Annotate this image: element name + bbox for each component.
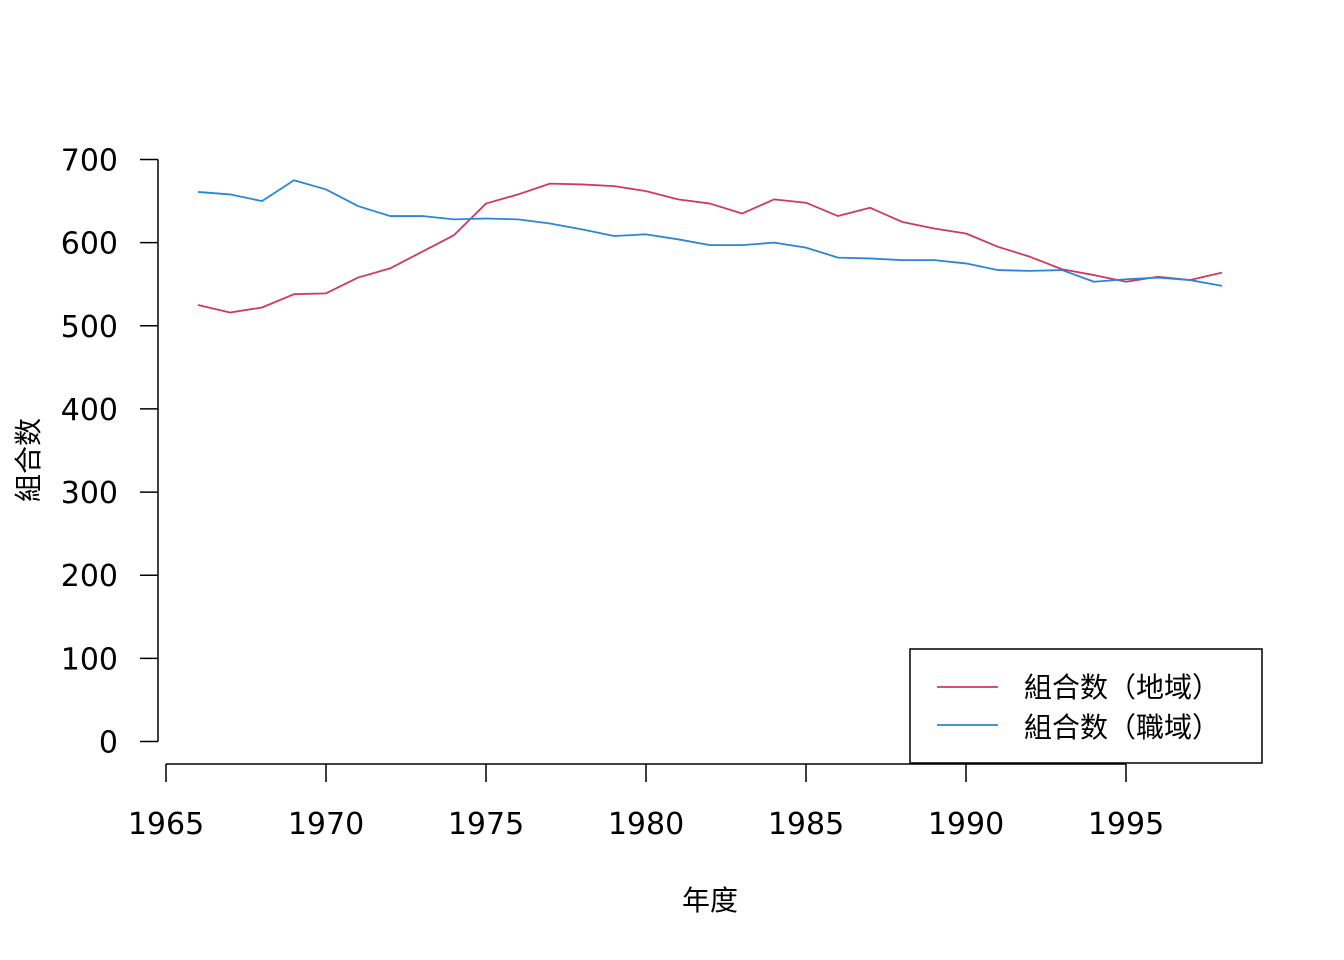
series-line-local: [197, 182, 1223, 314]
x-tick-label: 1995: [1088, 807, 1164, 842]
x-tick-label: 1985: [768, 807, 844, 842]
y-tick-label: 100: [61, 642, 118, 677]
x-tick-label: 1990: [928, 807, 1004, 842]
y-tick-label: 0: [99, 726, 118, 761]
x-tick-label: 1975: [448, 807, 524, 842]
y-tick-label: 200: [61, 559, 118, 594]
y-tick-label: 600: [61, 227, 118, 262]
series-line-workplace: [197, 179, 1223, 287]
y-axis: 0 100 200 300 400 500 600 700: [61, 144, 159, 761]
x-axis-label: 年度: [682, 884, 738, 917]
series-layer: [197, 179, 1223, 314]
y-tick-label: 700: [61, 144, 118, 179]
y-axis-label: 組合数: [12, 418, 45, 502]
y-tick-label: 400: [61, 393, 118, 428]
x-tick-label: 1980: [608, 807, 684, 842]
legend-label-local: 組合数（地域）: [1024, 671, 1220, 704]
x-tick-label: 1965: [128, 807, 204, 842]
x-tick-label: 1970: [288, 807, 364, 842]
legend: 組合数（地域） 組合数（職域）: [909, 648, 1263, 764]
legend-label-workplace: 組合数（職域）: [1024, 711, 1220, 744]
legend-box: [909, 648, 1263, 764]
y-tick-label: 300: [61, 476, 118, 511]
x-axis: 1965 1970 1975 1980 1985 1990 1995: [128, 763, 1164, 842]
y-tick-label: 500: [61, 310, 118, 345]
